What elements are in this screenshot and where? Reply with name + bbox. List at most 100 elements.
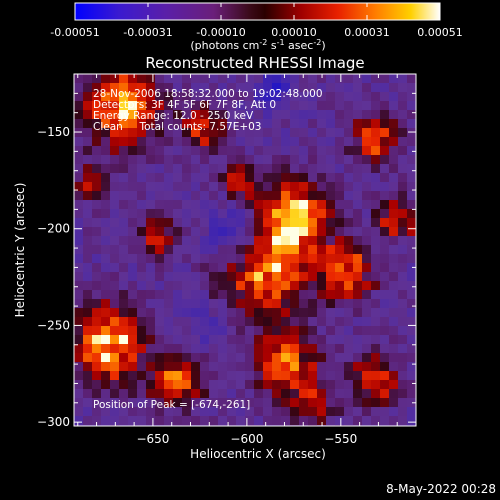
heatmap-cell	[137, 263, 146, 272]
heatmap-cell	[281, 191, 290, 200]
heatmap-cell	[281, 245, 290, 254]
heatmap-cell	[83, 344, 92, 353]
heatmap-cell	[137, 191, 146, 200]
heatmap-cell	[263, 380, 272, 389]
heatmap-cell	[182, 263, 191, 272]
heatmap-cell	[398, 290, 407, 299]
heatmap-cell	[218, 110, 227, 119]
heatmap-cell	[308, 308, 317, 317]
heatmap-cell	[389, 236, 398, 245]
heatmap-cell	[389, 308, 398, 317]
heatmap-cell	[218, 272, 227, 281]
heatmap-cell	[155, 326, 164, 335]
heatmap-cell	[92, 110, 101, 119]
heatmap-cell	[119, 92, 128, 101]
heatmap-cell	[407, 137, 416, 146]
heatmap-cell	[218, 92, 227, 101]
heatmap-cell	[155, 353, 164, 362]
heatmap-cell	[74, 182, 83, 191]
heatmap-cell	[308, 299, 317, 308]
heatmap-cell	[407, 317, 416, 326]
heatmap-cell	[335, 128, 344, 137]
heatmap-cell	[200, 119, 209, 128]
heatmap-cell	[218, 227, 227, 236]
heatmap-cell	[317, 173, 326, 182]
heatmap-cell	[83, 182, 92, 191]
heatmap-cell	[200, 164, 209, 173]
heatmap-cell	[371, 83, 380, 92]
heatmap-cell	[254, 290, 263, 299]
heatmap-cell	[290, 317, 299, 326]
heatmap-cell	[308, 101, 317, 110]
heatmap-cell	[200, 335, 209, 344]
heatmap-cell	[272, 110, 281, 119]
heatmap-cell	[362, 128, 371, 137]
heatmap-cell	[173, 155, 182, 164]
heatmap-cell	[92, 416, 101, 425]
heatmap-cell	[209, 110, 218, 119]
heatmap-cell	[119, 353, 128, 362]
heatmap-cell	[137, 308, 146, 317]
heatmap-cell	[344, 137, 353, 146]
heatmap-cell	[371, 146, 380, 155]
heatmap-cell	[137, 128, 146, 137]
heatmap-cell	[128, 335, 137, 344]
heatmap-cell	[299, 299, 308, 308]
heatmap-cell	[74, 290, 83, 299]
heatmap-cell	[74, 209, 83, 218]
heatmap-cell	[335, 398, 344, 407]
heatmap-cell	[335, 191, 344, 200]
heatmap-cell	[182, 308, 191, 317]
heatmap-cell	[254, 155, 263, 164]
heatmap-cell	[101, 83, 110, 92]
heatmap-cell	[362, 182, 371, 191]
heatmap-cell	[353, 317, 362, 326]
heatmap-cell	[173, 308, 182, 317]
heatmap-cell	[254, 407, 263, 416]
heatmap-cell	[344, 353, 353, 362]
heatmap-cell	[308, 191, 317, 200]
heatmap-cell	[335, 227, 344, 236]
heatmap-cell	[200, 308, 209, 317]
heatmap-cell	[209, 272, 218, 281]
heatmap-cell	[344, 335, 353, 344]
heatmap-cell	[389, 272, 398, 281]
heatmap-cell	[173, 353, 182, 362]
heatmap-cell	[254, 344, 263, 353]
heatmap-cell	[236, 353, 245, 362]
heatmap-cell	[200, 389, 209, 398]
heatmap-cell	[128, 290, 137, 299]
heatmap-cell	[182, 416, 191, 425]
heatmap-cell	[290, 83, 299, 92]
heatmap-cell	[380, 245, 389, 254]
heatmap-cell	[155, 209, 164, 218]
y-axis: −150−200−250−300	[37, 73, 416, 429]
heatmap-cell	[209, 335, 218, 344]
heatmap-cell	[299, 335, 308, 344]
heatmap-cell	[74, 272, 83, 281]
heatmap-cell	[209, 353, 218, 362]
heatmap-cell	[362, 344, 371, 353]
heatmap-cell	[155, 371, 164, 380]
heatmap-cell	[119, 119, 128, 128]
heatmap-cell	[155, 299, 164, 308]
heatmap-cell	[317, 290, 326, 299]
heatmap-cell	[398, 101, 407, 110]
heatmap-cell	[74, 281, 83, 290]
heatmap-cell	[317, 236, 326, 245]
heatmap-cell	[227, 236, 236, 245]
heatmap-cell	[380, 128, 389, 137]
heatmap-cell	[254, 299, 263, 308]
heatmap-cell	[407, 146, 416, 155]
heatmap-cell	[218, 83, 227, 92]
heatmap-cell	[371, 272, 380, 281]
heatmap-cell	[92, 83, 101, 92]
heatmap-cell	[362, 191, 371, 200]
heatmap-cell	[128, 326, 137, 335]
x-tick-label: −650	[136, 432, 169, 446]
heatmap-cell	[299, 389, 308, 398]
heatmap-cell	[128, 371, 137, 380]
heatmap-cell	[128, 254, 137, 263]
heatmap-cell	[272, 146, 281, 155]
heatmap-cell	[344, 281, 353, 290]
